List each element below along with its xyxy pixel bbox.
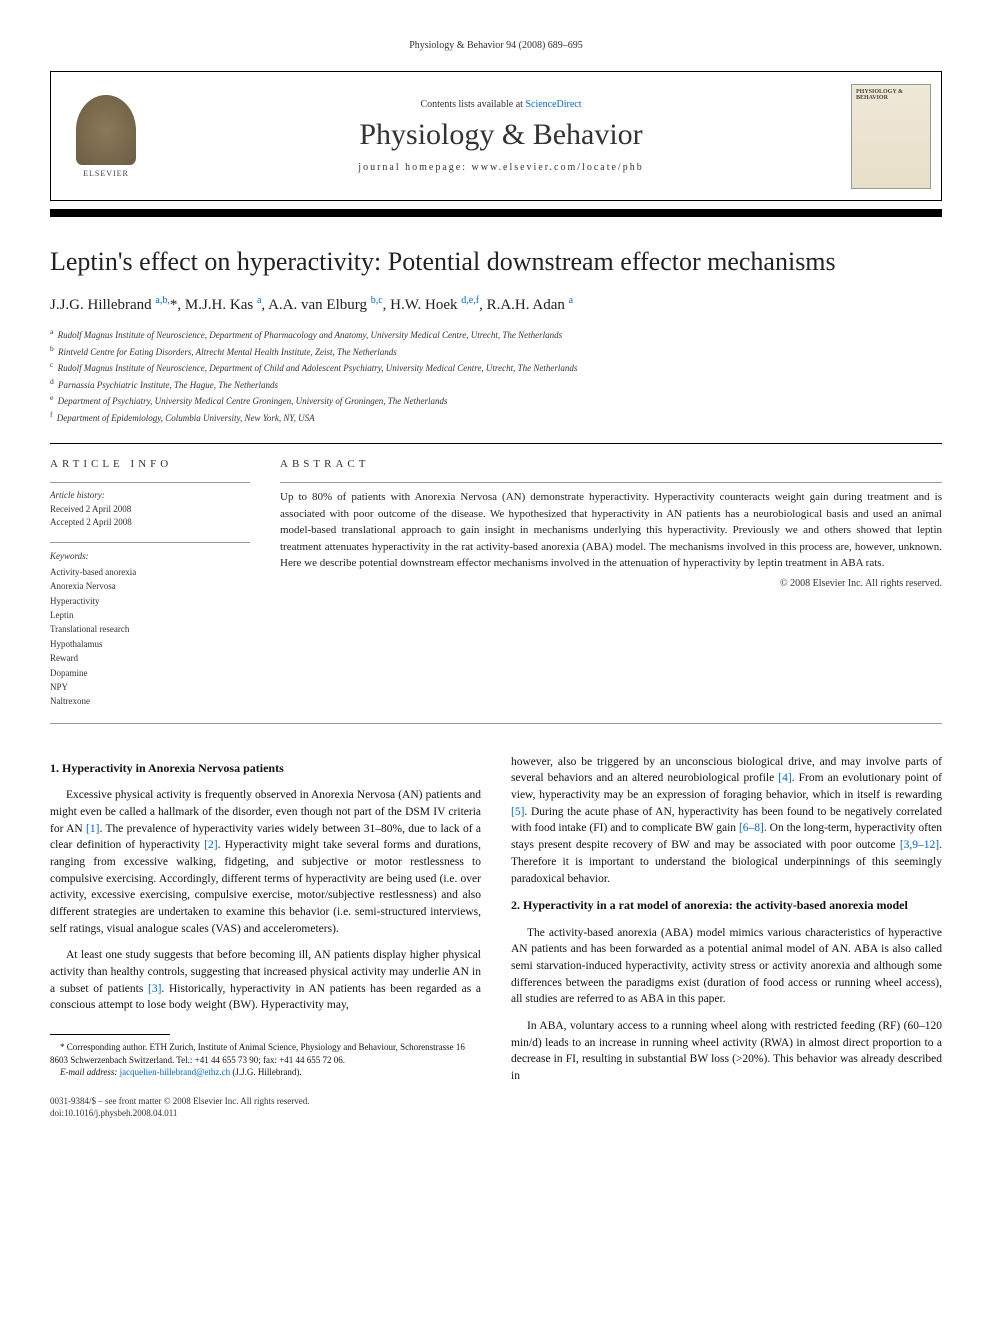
accepted-date: Accepted 2 April 2008: [50, 517, 132, 527]
elsevier-tree-icon: [76, 95, 136, 165]
history-label: Article history:: [50, 490, 105, 500]
issn-line: 0031-9384/$ – see front matter © 2008 El…: [50, 1095, 481, 1108]
keyword: Hypothalamus: [50, 637, 250, 651]
journal-name: Physiology & Behavior: [359, 118, 642, 152]
affiliation-line: f Department of Epidemiology, Columbia U…: [50, 409, 942, 426]
keyword: Translational research: [50, 622, 250, 636]
email-suffix: (J.J.G. Hillebrand).: [230, 1067, 302, 1077]
received-date: Received 2 April 2008: [50, 504, 131, 514]
footnote-divider: [50, 1034, 170, 1035]
doi-line: doi:10.1016/j.physbeh.2008.04.011: [50, 1107, 481, 1120]
article-info-column: ARTICLE INFO Article history: Received 2…: [50, 458, 250, 709]
contents-prefix: Contents lists available at: [420, 99, 525, 110]
body-paragraph: At least one study suggests that before …: [50, 947, 481, 1014]
keyword: Anorexia Nervosa: [50, 579, 250, 593]
journal-reference: Physiology & Behavior 94 (2008) 689–695: [50, 40, 942, 51]
section-1-heading: 1. Hyperactivity in Anorexia Nervosa pat…: [50, 760, 481, 777]
keyword: Naltrexone: [50, 694, 250, 708]
cover-box: PHYSIOLOGY & BEHAVIOR: [841, 72, 941, 200]
article-info-heading: ARTICLE INFO: [50, 458, 250, 470]
keyword: NPY: [50, 680, 250, 694]
cover-title: PHYSIOLOGY & BEHAVIOR: [856, 89, 926, 101]
elsevier-logo: ELSEVIER: [66, 86, 146, 186]
keyword: Reward: [50, 651, 250, 665]
keywords-block: Keywords: Activity-based anorexiaAnorexi…: [50, 542, 250, 709]
citation-link[interactable]: [1]: [86, 823, 99, 835]
email-footnote: E-mail address: jacquelien-hillebrand@et…: [50, 1066, 481, 1079]
body-text: . Hyperactivity might take several forms…: [50, 839, 481, 934]
footer-meta: 0031-9384/$ – see front matter © 2008 El…: [50, 1095, 481, 1120]
keywords-label: Keywords:: [50, 549, 250, 563]
journal-header: ELSEVIER Contents lists available at Sci…: [50, 71, 942, 201]
body-paragraph: Excessive physical activity is frequentl…: [50, 787, 481, 937]
divider-thin: [50, 723, 942, 724]
article-title: Leptin's effect on hyperactivity: Potent…: [50, 247, 942, 277]
author-list: J.J.G. Hillebrand a,b,*, M.J.H. Kas a, A…: [50, 295, 942, 314]
citation-link[interactable]: [3]: [148, 983, 161, 995]
abstract-heading: ABSTRACT: [280, 458, 942, 470]
email-label: E-mail address:: [60, 1067, 120, 1077]
journal-homepage: journal homepage: www.elsevier.com/locat…: [358, 162, 643, 173]
keyword: Hyperactivity: [50, 594, 250, 608]
divider: [50, 443, 942, 444]
body-paragraph: In ABA, voluntary access to a running wh…: [511, 1018, 942, 1085]
footnote-text: * Corresponding author. ETH Zurich, Inst…: [50, 1042, 465, 1065]
keyword: Leptin: [50, 608, 250, 622]
keyword: Activity-based anorexia: [50, 565, 250, 579]
abstract-column: ABSTRACT Up to 80% of patients with Anor…: [280, 458, 942, 709]
citation-link[interactable]: [3,9–12]: [900, 839, 939, 851]
section-2-heading: 2. Hyperactivity in a rat model of anore…: [511, 897, 942, 914]
citation-link[interactable]: [4]: [778, 772, 791, 784]
keyword: Dopamine: [50, 666, 250, 680]
citation-link[interactable]: [5]: [511, 806, 524, 818]
affiliation-line: a Rudolf Magnus Institute of Neuroscienc…: [50, 326, 942, 343]
abstract-copyright: © 2008 Elsevier Inc. All rights reserved…: [280, 578, 942, 589]
publisher-name: ELSEVIER: [83, 169, 129, 178]
abstract-text: Up to 80% of patients with Anorexia Nerv…: [280, 482, 942, 572]
affiliation-line: b Rintveld Centre for Eating Disorders, …: [50, 343, 942, 360]
sciencedirect-link[interactable]: ScienceDirect: [525, 99, 581, 110]
body-paragraph: The activity-based anorexia (ABA) model …: [511, 925, 942, 1008]
affiliation-line: e Department of Psychiatry, University M…: [50, 392, 942, 409]
contents-line: Contents lists available at ScienceDirec…: [420, 99, 581, 110]
header-underline: [50, 209, 942, 217]
affiliation-line: d Parnassia Psychiatric Institute, The H…: [50, 376, 942, 393]
corresponding-author-footnote: * Corresponding author. ETH Zurich, Inst…: [50, 1041, 481, 1066]
body-column-right: however, also be triggered by an unconsc…: [511, 754, 942, 1120]
article-history: Article history: Received 2 April 2008 A…: [50, 482, 250, 530]
body-paragraph: however, also be triggered by an unconsc…: [511, 754, 942, 887]
publisher-logo-box: ELSEVIER: [51, 72, 161, 200]
affiliation-line: c Rudolf Magnus Institute of Neuroscienc…: [50, 359, 942, 376]
affiliations: a Rudolf Magnus Institute of Neuroscienc…: [50, 326, 942, 425]
article-body: 1. Hyperactivity in Anorexia Nervosa pat…: [50, 754, 942, 1120]
header-center: Contents lists available at ScienceDirec…: [161, 72, 841, 200]
citation-link[interactable]: [6–8]: [739, 822, 764, 834]
journal-cover-thumb: PHYSIOLOGY & BEHAVIOR: [851, 84, 931, 189]
citation-link[interactable]: [2]: [204, 839, 217, 851]
body-column-left: 1. Hyperactivity in Anorexia Nervosa pat…: [50, 754, 481, 1120]
email-link[interactable]: jacquelien-hillebrand@ethz.ch: [120, 1067, 231, 1077]
